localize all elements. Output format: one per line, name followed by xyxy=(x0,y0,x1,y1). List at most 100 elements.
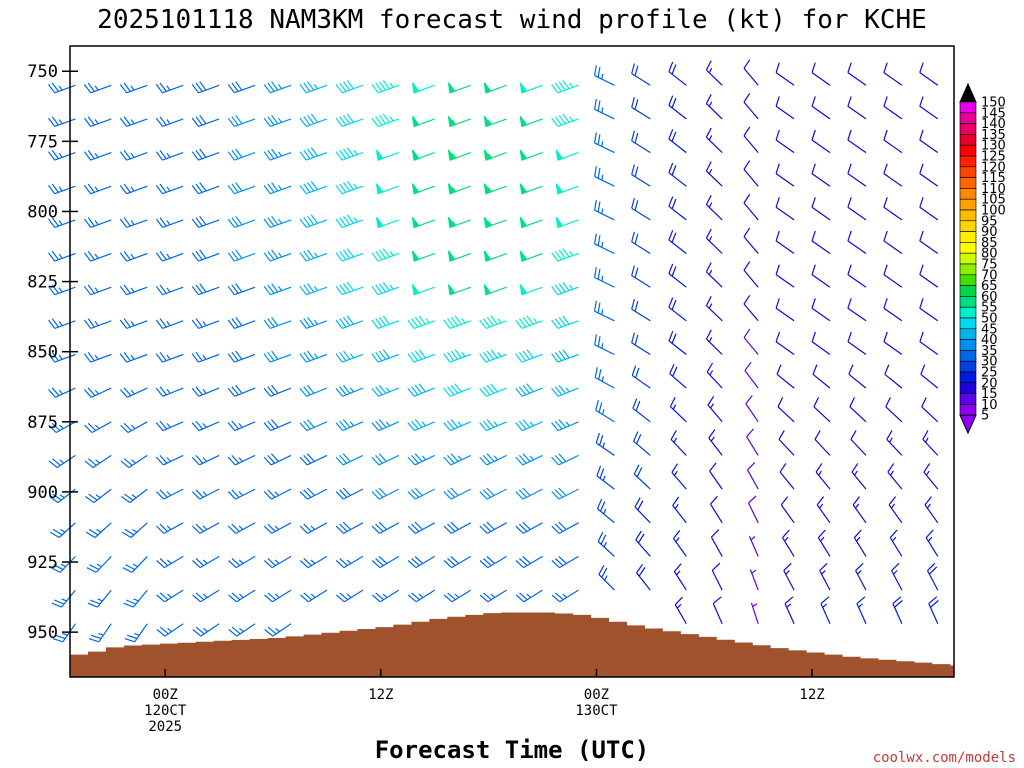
wind-barb xyxy=(407,487,435,500)
colorbar-label: 30 xyxy=(981,355,998,370)
wind-barb xyxy=(515,555,543,569)
wind-barb xyxy=(706,362,723,389)
wind-barb xyxy=(119,250,148,262)
wind-barb xyxy=(443,349,471,363)
wind-barb xyxy=(919,331,939,355)
wind-barb xyxy=(883,62,903,86)
wind-barb xyxy=(443,487,471,500)
wind-barb xyxy=(48,116,76,127)
wind-barb xyxy=(483,216,507,229)
wind-barb xyxy=(668,297,687,322)
wind-barb xyxy=(83,183,112,195)
wind-barb xyxy=(888,496,903,524)
x-axis-label: Forecast Time (UTC) xyxy=(375,736,650,764)
colorbar-label: 15 xyxy=(981,387,998,402)
wind-barb xyxy=(88,623,112,643)
wind-barb xyxy=(551,384,579,397)
wind-barb xyxy=(411,216,435,229)
wind-barb xyxy=(923,463,939,490)
wind-barb xyxy=(781,529,795,557)
wind-barb xyxy=(636,563,651,591)
wind-barb xyxy=(919,264,939,288)
wind-barb xyxy=(668,162,687,187)
wind-barb xyxy=(597,531,615,557)
wind-barb xyxy=(596,465,615,490)
wind-barb xyxy=(811,230,831,254)
wind-barb xyxy=(515,315,543,329)
terrain-surface xyxy=(70,612,954,677)
colorbar-swatch xyxy=(959,242,977,254)
wind-barb xyxy=(371,384,400,397)
wind-barb xyxy=(743,193,759,221)
wind-barb xyxy=(885,397,903,423)
wind-barb xyxy=(192,623,220,637)
colorbar-label: 25 xyxy=(981,366,998,381)
wind-barb xyxy=(631,63,651,86)
colorbar-label: 90 xyxy=(981,225,998,240)
wind-barb xyxy=(883,163,903,187)
colorbar-swatch xyxy=(959,144,977,157)
wind-barb xyxy=(371,487,400,500)
x-tick-label: 130CT xyxy=(575,703,618,719)
wind-barb xyxy=(483,116,507,128)
wind-barb xyxy=(847,264,867,288)
y-tick-label: 925 xyxy=(27,553,58,573)
colorbar-swatch xyxy=(959,263,977,276)
wind-barb xyxy=(594,166,615,187)
x-tick-label: 00Z xyxy=(584,687,609,703)
wind-barb xyxy=(775,197,795,221)
colorbar-label: 140 xyxy=(981,117,1006,132)
wind-barb xyxy=(847,96,867,120)
wind-barb xyxy=(850,430,867,456)
wind-barb xyxy=(635,530,651,557)
colorbar-label: 55 xyxy=(981,301,998,316)
x-tick-label: 12Z xyxy=(799,687,824,703)
wind-barb xyxy=(889,529,903,557)
wind-barb xyxy=(335,315,364,329)
wind-barb xyxy=(83,116,112,127)
wind-barb xyxy=(746,428,759,456)
wind-barb xyxy=(156,555,184,569)
wind-barb xyxy=(551,453,579,466)
wind-barb xyxy=(191,182,220,195)
wind-barb xyxy=(631,298,651,322)
colorbar-label: 85 xyxy=(981,236,998,251)
wind-barb xyxy=(811,197,831,221)
wind-barb xyxy=(891,562,903,591)
wind-barb xyxy=(371,315,400,329)
wind-barb xyxy=(847,62,867,86)
wind-barb xyxy=(883,331,903,355)
wind-barb xyxy=(335,487,364,500)
wind-barb xyxy=(883,129,903,154)
wind-barb xyxy=(551,487,579,500)
colorbar-arrow-bottom xyxy=(959,414,977,435)
wind-barb xyxy=(705,296,723,322)
wind-barb xyxy=(555,216,579,229)
wind-barb xyxy=(631,231,651,255)
wind-barb xyxy=(263,249,292,262)
wind-barb xyxy=(119,150,148,161)
wind-barb xyxy=(748,535,759,557)
wind-barb xyxy=(705,60,723,86)
wind-barb xyxy=(633,464,651,490)
wind-barb xyxy=(192,589,220,603)
wind-barb xyxy=(447,183,471,195)
wind-barb xyxy=(555,183,579,195)
wind-barb xyxy=(851,463,867,490)
wind-barb xyxy=(447,116,471,128)
wind-barb xyxy=(264,623,292,637)
wind-barb xyxy=(515,487,543,500)
wind-barb xyxy=(335,79,364,94)
colorbar-swatch xyxy=(959,198,977,211)
wind-barb xyxy=(479,383,507,397)
wind-barb xyxy=(928,596,939,624)
wind-barb xyxy=(919,96,939,120)
wind-barb xyxy=(227,316,256,329)
wind-barb xyxy=(411,149,435,161)
colorbar-swatch xyxy=(959,112,977,124)
wind-barb xyxy=(411,183,435,195)
wind-barb xyxy=(673,563,687,591)
wind-barb xyxy=(227,522,256,534)
credit-link[interactable]: coolwx.com/models xyxy=(873,750,1016,766)
wind-barb xyxy=(86,555,112,573)
